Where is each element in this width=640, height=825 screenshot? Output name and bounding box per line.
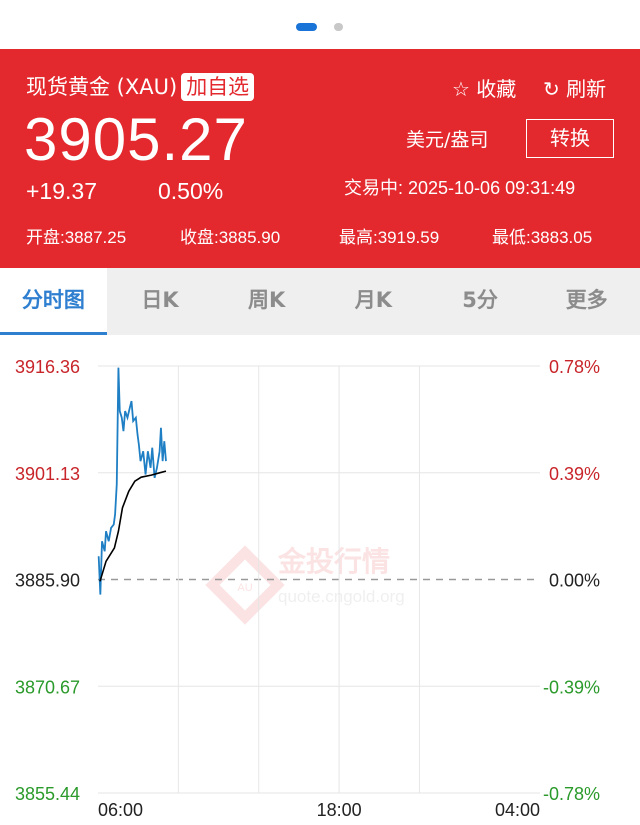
y-tick-label: 3901.13 — [15, 464, 80, 484]
watermark-logo-text: AU — [237, 582, 252, 594]
price-change-percent: 0.50% — [158, 178, 224, 204]
convert-button[interactable]: 转换 — [526, 119, 614, 158]
refresh-label: 刷新 — [566, 77, 607, 101]
intraday-chart[interactable]: AU 金投行情 quote.cngold.org 3916.36 0.78% 390… — [0, 340, 640, 825]
watermark-name: 金投行情 — [277, 545, 390, 577]
current-price: 3905.27 — [24, 106, 248, 173]
price-change: +19.37 — [26, 178, 97, 204]
quote-header: 现货黄金 (XAU) 加自选 3905.27 +19.37 0.50% 开盘:38… — [0, 49, 640, 268]
star-icon: ☆ — [452, 77, 470, 101]
favorite-label: 收藏 — [476, 77, 517, 101]
tab-weekly-k[interactable]: 周K — [248, 288, 286, 312]
favorite-button[interactable]: ☆ 收藏 — [452, 73, 516, 102]
page-dot[interactable] — [334, 23, 343, 31]
price-line — [97, 367, 167, 595]
refresh-icon: ↻ — [543, 77, 560, 101]
page-dot-active[interactable] — [296, 23, 317, 31]
y-tick-label: 3870.67 — [15, 677, 80, 697]
average-line — [99, 470, 167, 582]
tab-intraday[interactable]: 分时图 — [0, 268, 107, 335]
watermark-logo — [205, 545, 285, 625]
chart-tabs: 分时图 日K 周K 月K 5分 更多 — [0, 268, 640, 335]
refresh-button[interactable]: ↻ 刷新 — [543, 73, 606, 102]
tab-daily-k[interactable]: 日K — [141, 288, 179, 312]
open-price: 开盘:3887.25 — [26, 228, 127, 247]
close-price: 收盘:3885.90 — [180, 228, 281, 247]
instrument-title: 现货黄金 (XAU) 加自选 — [26, 71, 255, 101]
tab-monthly-k[interactable]: 月K — [354, 288, 392, 312]
tab-5min[interactable]: 5分 — [462, 288, 498, 312]
y-tick-label: 3916.36 — [15, 357, 80, 377]
add-watchlist-button[interactable]: 加自选 — [181, 73, 255, 101]
y-tick-label-right: -0.78% — [543, 784, 600, 804]
x-tick-label: 18:00 — [317, 800, 362, 820]
watermark: AU 金投行情 quote.cngold.org — [205, 545, 405, 625]
y-tick-label-right: 0.78% — [549, 357, 600, 377]
y-tick-label-right: 0.39% — [549, 464, 600, 484]
instrument-name: 现货黄金 (XAU) — [26, 75, 178, 99]
y-tick-label: 3855.44 — [15, 784, 80, 804]
y-tick-label: 3885.90 — [15, 571, 80, 591]
high-price: 最高:3919.59 — [339, 228, 440, 247]
page-indicator[interactable] — [0, 23, 640, 31]
x-tick-label: 04:00 — [495, 800, 540, 820]
y-tick-label-right: 0.00% — [549, 571, 600, 591]
low-price: 最低:3883.05 — [492, 228, 593, 247]
trading-status: 交易中: 2025-10-06 09:31:49 — [344, 178, 576, 198]
x-tick-label: 06:00 — [98, 800, 143, 820]
watermark-url: quote.cngold.org — [278, 587, 405, 606]
price-unit: 美元/盎司 — [406, 129, 489, 151]
y-tick-label-right: -0.39% — [543, 677, 600, 697]
tab-more[interactable]: 更多 — [565, 288, 608, 312]
